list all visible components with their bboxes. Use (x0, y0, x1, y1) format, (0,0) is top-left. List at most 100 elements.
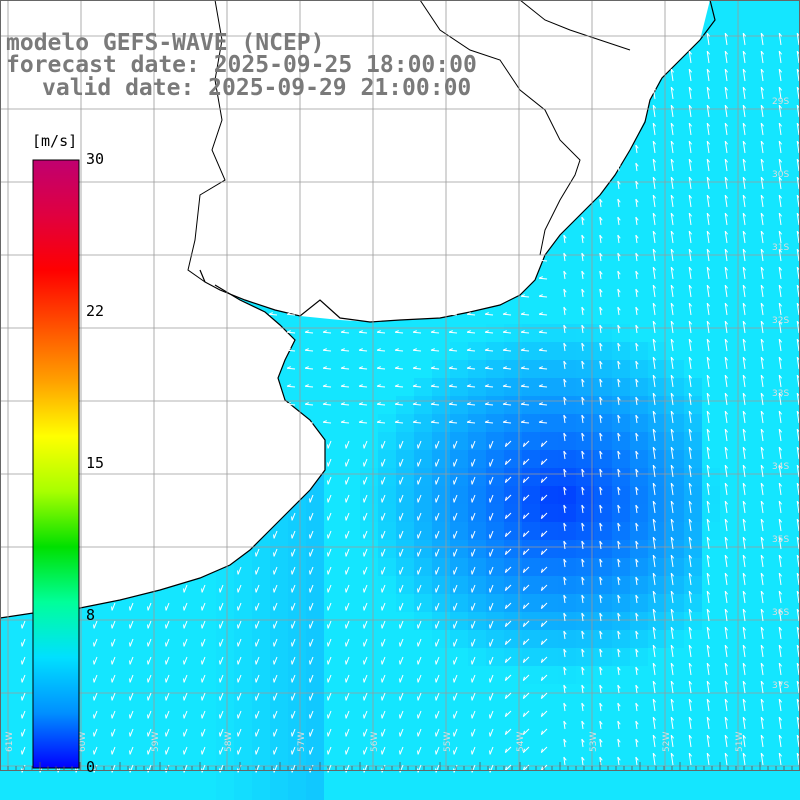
speed-cell (630, 432, 648, 450)
speed-cell (576, 270, 594, 288)
speed-cell (684, 324, 702, 342)
speed-cell (558, 270, 576, 288)
colorbar-tick-15: 15 (86, 454, 105, 472)
wind-arrow (484, 367, 494, 370)
speed-cell (360, 702, 378, 720)
wind-arrow (273, 692, 278, 701)
wind-arrow (599, 325, 602, 334)
wind-arrow (742, 213, 746, 226)
speed-cell (612, 738, 630, 756)
wind-arrow (286, 385, 296, 388)
colorbar-tick-30: 30 (86, 150, 105, 168)
wind-arrow (670, 87, 674, 100)
wind-arrow (581, 739, 584, 748)
wind-arrow (563, 595, 566, 604)
wind-arrow (520, 313, 530, 316)
wind-arrow (111, 728, 116, 737)
wind-arrow (540, 458, 548, 466)
wind-arrow (724, 609, 728, 622)
wind-arrow-head (706, 248, 711, 253)
speed-cell (702, 738, 720, 756)
wind-arrow-head (742, 284, 747, 289)
wind-arrow-head (688, 356, 693, 361)
wind-arrow (471, 710, 476, 719)
wind-arrow (670, 411, 674, 424)
speed-cell (432, 378, 450, 396)
speed-cell (684, 90, 702, 108)
wind-arrow (291, 548, 296, 557)
wind-arrow-head (304, 420, 309, 423)
wind-arrow-head (358, 384, 363, 387)
wind-arrow-head (520, 330, 525, 333)
wind-arrow (617, 181, 620, 190)
wind-arrow (796, 447, 800, 460)
wind-arrow (93, 674, 98, 683)
speed-cell (720, 576, 738, 594)
wind-arrow-head (412, 402, 417, 405)
wind-arrow (381, 584, 386, 593)
wind-arrow (581, 451, 584, 460)
wind-arrow-head (286, 312, 291, 315)
wind-arrow (778, 555, 782, 568)
wind-arrow-head (563, 450, 567, 455)
wind-arrow-head (670, 644, 675, 649)
wind-arrow (652, 735, 656, 748)
wind-arrow (796, 285, 800, 298)
speed-cell (432, 360, 450, 378)
wind-arrow-head (358, 330, 363, 333)
wind-arrow (522, 674, 530, 682)
wind-arrow-head (504, 478, 507, 483)
speed-cell (684, 126, 702, 144)
wind-arrow (435, 512, 440, 521)
speed-cell (414, 738, 432, 756)
wind-arrow (291, 656, 296, 665)
wind-arrow-head (670, 248, 675, 253)
speed-cell (522, 324, 540, 342)
speed-cell (288, 558, 306, 576)
speed-cell (198, 576, 216, 594)
wind-arrow (688, 501, 692, 514)
speed-cell (720, 702, 738, 720)
wind-arrow-head (724, 284, 729, 289)
speed-cell (774, 558, 792, 576)
speed-cell (720, 144, 738, 162)
wind-arrow (617, 595, 620, 604)
speed-cell (594, 396, 612, 414)
wind-arrow-head (688, 536, 693, 541)
speed-cell (684, 108, 702, 126)
speed-cell (630, 738, 648, 756)
wind-arrow-head (635, 576, 639, 581)
wind-arrow-head (724, 716, 729, 721)
speed-cell (720, 666, 738, 684)
wind-arrow-head (563, 612, 567, 617)
speed-cell (342, 738, 360, 756)
wind-arrow (563, 451, 566, 460)
speed-cell (756, 738, 774, 756)
wind-arrow (165, 746, 170, 755)
wind-arrow (796, 321, 800, 334)
wind-arrow (522, 530, 530, 538)
wind-arrow (147, 656, 152, 665)
wind-arrow-head (724, 464, 729, 469)
speed-cell (774, 774, 792, 792)
wind-arrow-head (688, 302, 693, 307)
wind-arrow (466, 421, 476, 424)
speed-cell (486, 774, 504, 792)
speed-cell (324, 522, 342, 540)
speed-cell (180, 720, 198, 738)
wind-arrow (563, 487, 566, 496)
speed-cell (792, 72, 800, 90)
wind-arrow (430, 367, 440, 370)
speed-cell (666, 288, 684, 306)
speed-cell (774, 270, 792, 288)
wind-arrow-head (670, 158, 675, 163)
wind-arrow-head (742, 644, 747, 649)
speed-cell (378, 450, 396, 468)
speed-cell (774, 756, 792, 774)
speed-cell (702, 180, 720, 198)
speed-cell (702, 90, 720, 108)
wind-arrow (796, 249, 800, 262)
speed-cell (792, 36, 800, 54)
wind-arrow-head (635, 468, 639, 473)
speed-cell (666, 468, 684, 486)
